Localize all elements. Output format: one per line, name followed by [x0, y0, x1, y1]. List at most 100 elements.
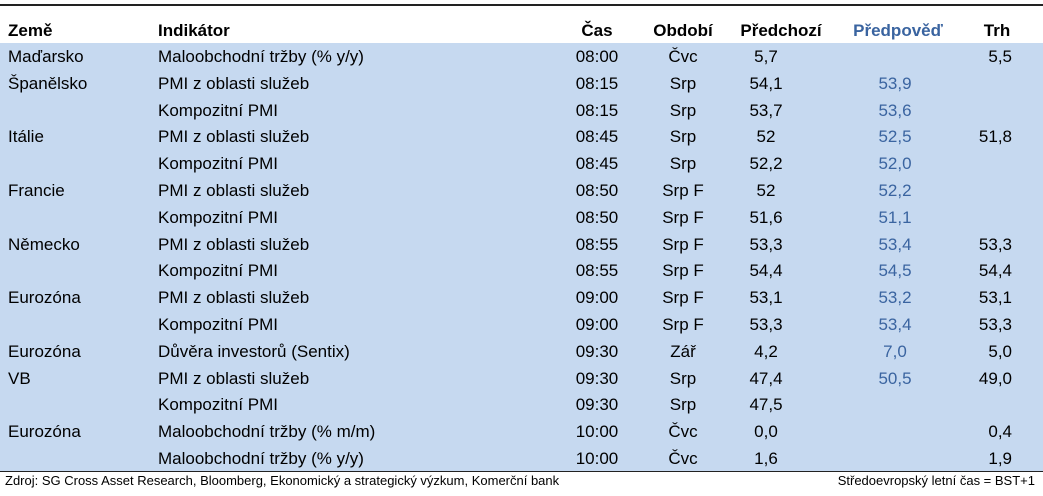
- table-cell: Kompozitní PMI: [158, 261, 278, 281]
- table-cell: Španělsko: [8, 73, 88, 93]
- table-cell: 0,4: [988, 422, 1012, 442]
- column-header: Období: [653, 21, 713, 40]
- table-cell: 54,4: [978, 261, 1012, 281]
- table-cell: 53,3: [749, 315, 783, 334]
- table-cell: 52: [756, 181, 776, 200]
- table-cell: Srp F: [662, 234, 704, 254]
- table-cell: Kompozitní PMI: [158, 395, 278, 415]
- table-cell: 53,1: [978, 288, 1012, 308]
- table-cell: Čvc: [668, 449, 698, 468]
- table-cell: 52,0: [878, 154, 912, 174]
- table-cell: 5,7: [754, 47, 778, 66]
- table-cell: Francie: [8, 181, 65, 200]
- table-cell: 08:45: [575, 127, 619, 147]
- table-cell: Srp F: [662, 207, 704, 227]
- table-cell: Srp: [669, 395, 697, 415]
- table-cell: 1,6: [754, 449, 778, 468]
- table-cell: 5,5: [988, 47, 1012, 66]
- column-header: Trh: [983, 21, 1011, 40]
- table-cell: 50,5: [878, 368, 912, 388]
- table-cell: Srp F: [662, 288, 704, 308]
- table-cell: 53,9: [878, 73, 912, 93]
- table-cell: 52: [756, 127, 776, 147]
- table-cell: 09:00: [575, 315, 619, 334]
- table-cell: 53,7: [749, 100, 783, 120]
- table-cell: 09:30: [575, 395, 619, 415]
- table-cell: 08:00: [575, 47, 619, 66]
- table-cell: 52,5: [878, 127, 912, 147]
- table-cell: 53,2: [878, 288, 912, 308]
- table-cell: Důvěra investorů (Sentix): [158, 341, 350, 361]
- table-cell: 54,1: [749, 73, 783, 93]
- table-cell: PMI z oblasti služeb: [158, 368, 310, 388]
- table-cell: Eurozóna: [8, 288, 81, 308]
- table-cell: Srp F: [662, 261, 704, 281]
- table-cell: Čvc: [668, 422, 698, 442]
- table-cell: 09:30: [575, 341, 619, 361]
- table-cell: 09:30: [575, 368, 619, 388]
- table-cell: PMI z oblasti služeb: [158, 73, 310, 93]
- table-cell: Německo: [8, 234, 80, 254]
- column-header: Země: [8, 21, 53, 40]
- top-rule: [0, 4, 1043, 6]
- table-cell: Zář: [670, 341, 696, 361]
- table-cell: 09:00: [575, 288, 619, 308]
- table-cell: Srp: [669, 73, 697, 93]
- source: Zdroj: SG Cross Asset Research, Bloomber…: [5, 473, 560, 488]
- table-cell: Maloobchodní tržby (% y/y): [158, 47, 364, 66]
- table-cell: 53,6: [878, 100, 912, 120]
- table-cell: Srp: [669, 127, 697, 147]
- table-cell: Kompozitní PMI: [158, 100, 278, 120]
- note: Středoevropský letní čas = BST+1: [837, 473, 1035, 488]
- table-cell: 51,1: [878, 207, 912, 227]
- table-cell: 53,3: [749, 234, 783, 254]
- table-cell: 54,4: [749, 261, 783, 281]
- table-cell: Eurozóna: [8, 422, 81, 442]
- table-cell: Srp: [669, 368, 697, 388]
- table-cell: Maloobchodní tržby (% y/y): [158, 449, 364, 468]
- table-cell: 4,2: [754, 341, 778, 361]
- table-cell: 10:00: [575, 449, 619, 468]
- table-cell: 52,2: [749, 154, 783, 174]
- table-cell: PMI z oblasti služeb: [158, 234, 310, 254]
- table-cell: Kompozitní PMI: [158, 207, 278, 227]
- table-cell: Srp F: [662, 315, 704, 334]
- table-cell: 47,4: [749, 368, 783, 388]
- table-cell: Kompozitní PMI: [158, 315, 278, 334]
- table-cell: Srp F: [662, 181, 704, 200]
- table-cell: PMI z oblasti služeb: [158, 288, 310, 308]
- table-cell: Itálie: [8, 127, 44, 147]
- table-cell: 08:55: [575, 261, 619, 281]
- table-cell: 54,5: [878, 261, 912, 281]
- table-cell: 0,0: [754, 422, 778, 442]
- table-body: [0, 43, 1043, 472]
- table-cell: 7,0: [883, 341, 907, 361]
- table-cell: 08:50: [575, 207, 619, 227]
- table-cell: Maloobchodní tržby (% m/m): [158, 422, 376, 442]
- table-cell: 53,3: [978, 234, 1012, 254]
- table-cell: 1,9: [988, 449, 1012, 468]
- table-cell: 52,2: [878, 181, 912, 200]
- table-cell: 53,4: [878, 315, 912, 334]
- table-cell: 47,5: [749, 395, 783, 415]
- table-cell: Srp: [669, 100, 697, 120]
- table-cell: Eurozóna: [8, 341, 81, 361]
- bottom-rule: [0, 471, 1043, 472]
- table-cell: 08:15: [575, 100, 619, 120]
- table-cell: PMI z oblasti služeb: [158, 181, 310, 200]
- table-cell: 51,8: [978, 127, 1012, 147]
- column-header: Indikátor: [158, 21, 230, 40]
- table-cell: 10:00: [575, 422, 619, 442]
- table-cell: 49,0: [978, 368, 1012, 388]
- table-cell: Čvc: [668, 47, 698, 66]
- table-cell: 08:45: [575, 154, 619, 174]
- table-cell: 5,0: [988, 341, 1012, 361]
- table-cell: Maďarsko: [8, 47, 84, 66]
- table-cell: 08:55: [575, 234, 619, 254]
- table-cell: PMI z oblasti služeb: [158, 127, 310, 147]
- table-cell: 51,6: [749, 207, 783, 227]
- column-header: Předchozí: [740, 21, 822, 40]
- table-cell: 53,3: [978, 315, 1012, 334]
- table-cell: 53,4: [878, 234, 912, 254]
